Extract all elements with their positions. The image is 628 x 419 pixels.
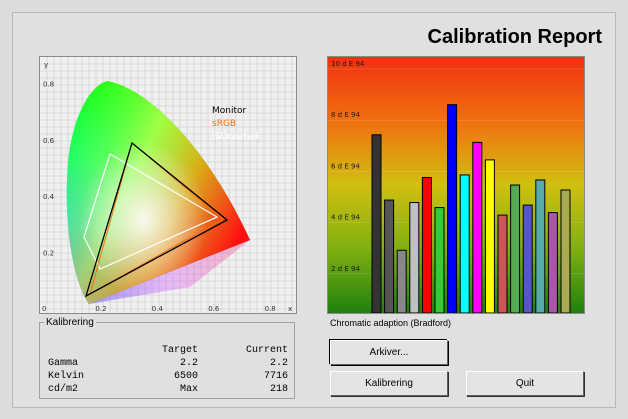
row-label: Gamma <box>48 358 79 369</box>
cie-y-tick-label: 0.4 <box>43 193 55 201</box>
isocoated-gamut <box>83 153 219 270</box>
row-current: 2.2 <box>269 358 288 369</box>
chart-bar <box>547 212 558 314</box>
header-target: Target <box>161 345 198 356</box>
chart-bar <box>472 141 483 314</box>
arkiver-button[interactable]: Arkiver... <box>330 340 448 365</box>
legend-isocoated: ISOcoated <box>212 132 258 142</box>
chart-bar <box>396 249 407 314</box>
table-header-row: Target Current <box>48 344 288 357</box>
cie-x-tick-label: 0.8 <box>265 305 276 313</box>
chart-bar <box>522 204 533 314</box>
legend-monitor: Monitor <box>212 106 247 116</box>
cie-x-tick-label: 0.4 <box>152 305 164 313</box>
chart-bar <box>459 174 470 314</box>
kalibrering-button[interactable]: Kalibrering <box>330 371 448 396</box>
delta-e-chart: 10 d E 94 8 d E 94 6 d E 94 4 d E 94 2 d E 9… <box>327 56 585 314</box>
table-row: cd/m2 Max 218 <box>48 383 288 396</box>
row-current: 218 <box>269 384 288 395</box>
table-row: Gamma 2.2 2.2 <box>48 357 288 370</box>
chart-bar <box>535 179 546 314</box>
row-label: cd/m2 <box>48 384 79 395</box>
cie-diagram: y x 0 0.2 0.4 0.6 0.8 0.8 0.6 0.4 0.2 Monitor s… <box>39 56 297 314</box>
header-current: Current <box>245 345 288 356</box>
monitor-gamut <box>84 141 229 298</box>
cie-y-tick-label: 0.6 <box>43 137 55 145</box>
cie-y-tick-label: 0.2 <box>43 250 54 258</box>
chart-y-tick-label: 10 d E 94 <box>331 60 365 68</box>
row-target: 6500 <box>173 371 198 382</box>
row-target: 2.2 <box>179 358 198 369</box>
header-empty <box>48 344 123 357</box>
page-title: Calibration Report <box>427 26 602 48</box>
axis-x-label: x <box>288 305 292 313</box>
cie-x-tick-label: 0.6 <box>208 305 220 313</box>
chart-y-ticks: 10 d E 94 8 d E 94 6 d E 94 4 d E 94 2 d E 9… <box>331 60 365 273</box>
row-current: 7716 <box>263 371 288 382</box>
cie-legend: Monitor sRGB ISOcoated <box>212 106 258 142</box>
chart-y-tick-label: 6 d E 94 <box>331 162 360 170</box>
cie-y-tick-label: 0.8 <box>43 80 54 88</box>
delta-e-chart-svg: 10 d E 94 8 d E 94 6 d E 94 4 d E 94 2 d E 9… <box>328 57 584 314</box>
chart-bar <box>371 134 382 314</box>
chart-bar <box>409 202 420 314</box>
kalibrering-table: Target Current Gamma 2.2 2.2 Kelvin 6500… <box>48 344 288 396</box>
chart-y-tick-label: 4 d E 94 <box>331 214 360 222</box>
kalibrering-legend: Kalibrering <box>46 317 94 328</box>
chart-bar <box>510 184 521 314</box>
chart-bars <box>371 104 571 314</box>
srgb-gamut <box>89 142 224 296</box>
axis-y-label: y <box>44 61 48 69</box>
chart-bar <box>560 189 571 314</box>
spectral-locus <box>66 81 250 304</box>
cie-y-ticks: 0.8 0.6 0.4 0.2 <box>43 80 55 257</box>
legend-srgb: sRGB <box>212 119 236 129</box>
cie-x-tick-label: 0 <box>42 305 46 313</box>
cie-x-ticks: 0 0.2 0.4 0.6 0.8 <box>42 305 276 313</box>
kalibrering-group: Kalibrering Target Current Gamma 2.2 2.2… <box>39 317 295 399</box>
quit-button[interactable]: Quit <box>466 371 584 396</box>
row-target: Max <box>179 384 198 395</box>
cie-diagram-svg: y x 0 0.2 0.4 0.6 0.8 0.8 0.6 0.4 0.2 Monitor s… <box>40 57 296 313</box>
chart-bar <box>434 207 445 314</box>
row-label: Kelvin <box>48 371 85 382</box>
chart-bar <box>484 159 495 314</box>
chart-y-tick-label: 8 d E 94 <box>331 111 360 119</box>
chart-bar <box>447 104 458 314</box>
chart-caption: Chromatic adaption (Bradford) <box>330 318 452 328</box>
chart-y-tick-label: 2 d E 94 <box>331 265 360 273</box>
chart-bar <box>384 199 395 314</box>
cie-x-tick-label: 0.2 <box>95 305 106 313</box>
table-row: Kelvin 6500 7716 <box>48 370 288 383</box>
chart-bar <box>421 176 432 314</box>
chart-bar <box>497 214 508 314</box>
